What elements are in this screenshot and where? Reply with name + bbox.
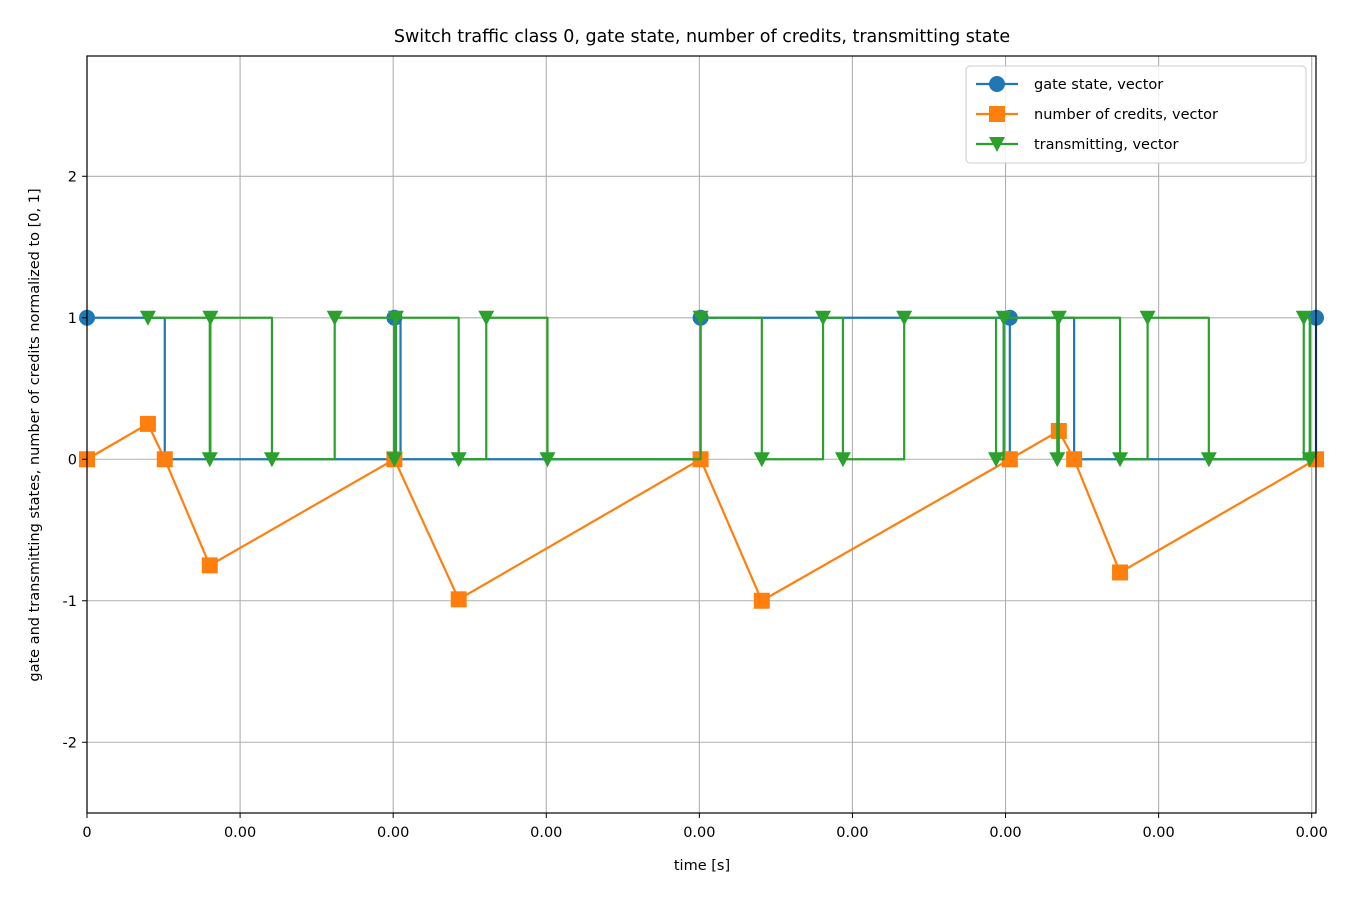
x-axis-label: time [s] bbox=[674, 858, 730, 874]
data-point bbox=[692, 310, 709, 326]
data-point bbox=[1112, 564, 1129, 581]
data-point bbox=[1295, 310, 1312, 326]
x-tick-label: 0.00 bbox=[683, 825, 715, 841]
data-point bbox=[1112, 452, 1129, 468]
y-tick-label: 0 bbox=[68, 452, 77, 468]
data-point bbox=[1049, 452, 1066, 468]
axes-frame bbox=[86, 55, 1317, 814]
x-tick-label: 0.00 bbox=[1142, 825, 1174, 841]
series-line bbox=[147, 316, 1311, 461]
data-point bbox=[326, 310, 343, 326]
data-point bbox=[139, 415, 156, 432]
data-point bbox=[1001, 451, 1018, 468]
data-point bbox=[1139, 310, 1156, 326]
y-tick-label: 2 bbox=[68, 169, 77, 185]
x-tick-label: 0.00 bbox=[530, 825, 562, 841]
legend-box bbox=[965, 65, 1307, 164]
plot-area bbox=[79, 309, 1324, 609]
data-point bbox=[450, 591, 467, 608]
data-point bbox=[753, 452, 770, 468]
data-point bbox=[896, 310, 913, 326]
data-point bbox=[263, 452, 280, 468]
data-point bbox=[156, 451, 173, 468]
data-point bbox=[478, 310, 495, 326]
legend-marker bbox=[989, 76, 1005, 92]
data-point bbox=[815, 310, 832, 326]
y-axis-label: gate and transmitting states, number of … bbox=[27, 188, 43, 681]
data-point bbox=[753, 592, 770, 609]
x-tick-label: 0.00 bbox=[989, 825, 1021, 841]
data-point bbox=[202, 310, 219, 326]
data-point bbox=[387, 310, 404, 326]
legend-marker bbox=[989, 137, 1005, 152]
y-tick-label: -2 bbox=[63, 735, 77, 751]
x-tick-label: 0.00 bbox=[377, 825, 409, 841]
x-tick-label: 0.00 bbox=[1296, 825, 1328, 841]
legend-label: gate state, vector bbox=[1034, 77, 1163, 93]
data-point bbox=[1050, 310, 1067, 326]
data-point bbox=[1066, 451, 1083, 468]
data-point bbox=[139, 310, 156, 326]
legend-label: transmitting, vector bbox=[1034, 137, 1178, 153]
x-tick-label: 0.00 bbox=[224, 825, 256, 841]
data-point bbox=[539, 452, 556, 468]
data-point bbox=[450, 452, 467, 468]
data-point bbox=[201, 557, 218, 574]
x-tick-label: 0 bbox=[82, 825, 91, 841]
data-point bbox=[988, 452, 1005, 468]
data-point bbox=[386, 452, 403, 468]
ticks: 0 0.00 0.00 0.00 0.00 0.00 0.00 0.00 0.00 -2 -1 0 1 2 bbox=[63, 169, 1328, 841]
x-tick-label: 0.00 bbox=[836, 825, 868, 841]
data-point bbox=[1200, 452, 1217, 468]
y-tick-label: 1 bbox=[68, 311, 77, 327]
data-point bbox=[201, 452, 218, 468]
legend-marker bbox=[989, 106, 1005, 122]
data-point bbox=[995, 310, 1012, 326]
data-point bbox=[834, 452, 851, 468]
legend-label: number of credits, vector bbox=[1034, 107, 1218, 123]
chart-title: Switch traffic class 0, gate state, numb… bbox=[394, 27, 1010, 47]
series-2 bbox=[139, 310, 1318, 468]
y-tick-label: -1 bbox=[63, 594, 77, 610]
legend: gate state, vector number of credits, vec… bbox=[965, 65, 1307, 164]
data-point bbox=[1301, 452, 1318, 468]
